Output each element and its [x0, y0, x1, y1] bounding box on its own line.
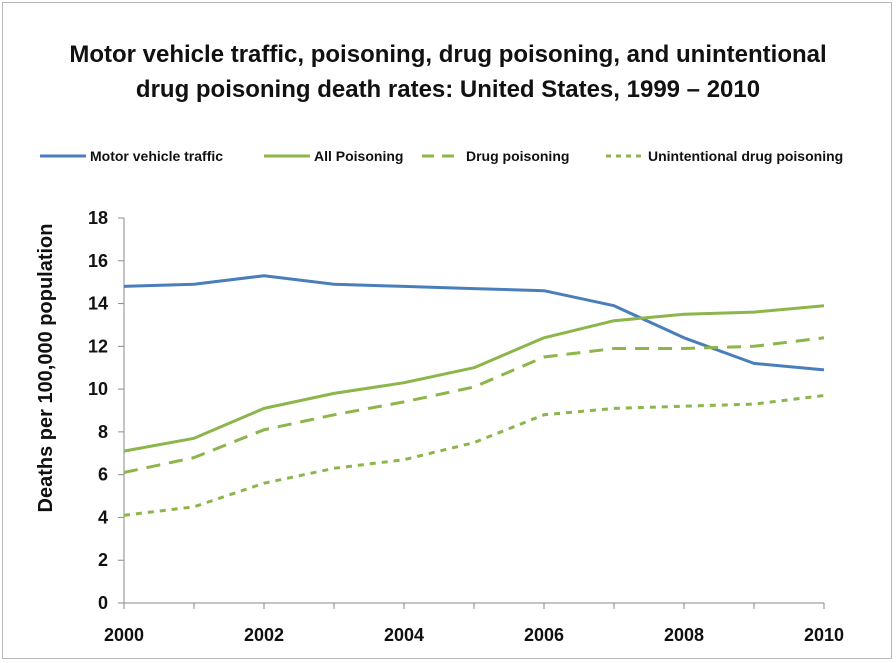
- x-tick-label: 2002: [244, 625, 284, 645]
- y-axis-label: Deaths per 100,000 population: [35, 224, 57, 513]
- series-line-all-poisoning: [123, 304, 825, 453]
- y-tick-label: 6: [98, 465, 108, 485]
- legend: Motor vehicle traffic All Poisoning Drug…: [40, 148, 843, 164]
- x-tick-label: 2004: [384, 625, 424, 645]
- chart-title-line-1: Motor vehicle traffic, poisoning, drug p…: [69, 41, 826, 68]
- series-line-motor-vehicle-traffic: [123, 274, 825, 372]
- y-tick-label: 10: [88, 379, 108, 399]
- x-tick-label: 2008: [664, 625, 704, 645]
- y-tick-label: 8: [98, 422, 108, 442]
- y-tick-label: 2: [98, 550, 108, 570]
- y-tick-label: 12: [88, 336, 108, 356]
- legend-label-unintentional: Unintentional drug poisoning: [648, 148, 843, 164]
- y-tick-label: 0: [98, 593, 108, 613]
- x-tick-label: 2010: [804, 625, 844, 645]
- x-axis-ticks: 2000 2002 2004 2006 2008 2010: [104, 603, 844, 645]
- series-line-drug-poisoning: [123, 336, 825, 474]
- legend-label-all-poisoning: All Poisoning: [314, 148, 403, 164]
- y-tick-label: 4: [98, 507, 108, 527]
- y-tick-label: 18: [88, 208, 108, 228]
- series-line-unintentional-drug-poisoning: [123, 394, 825, 517]
- y-axis-ticks: 0 2 4 6 8 10 12 14 16 18: [88, 208, 124, 613]
- y-tick-label: 14: [88, 294, 108, 314]
- series-layer: [123, 274, 825, 517]
- x-tick-label: 2000: [104, 625, 144, 645]
- x-tick-label: 2006: [524, 625, 564, 645]
- legend-label-motor-vehicle: Motor vehicle traffic: [90, 148, 223, 164]
- y-tick-label: 16: [88, 251, 108, 271]
- legend-label-drug-poisoning: Drug poisoning: [466, 148, 569, 164]
- chart-title-line-2: drug poisoning death rates: United State…: [136, 76, 760, 103]
